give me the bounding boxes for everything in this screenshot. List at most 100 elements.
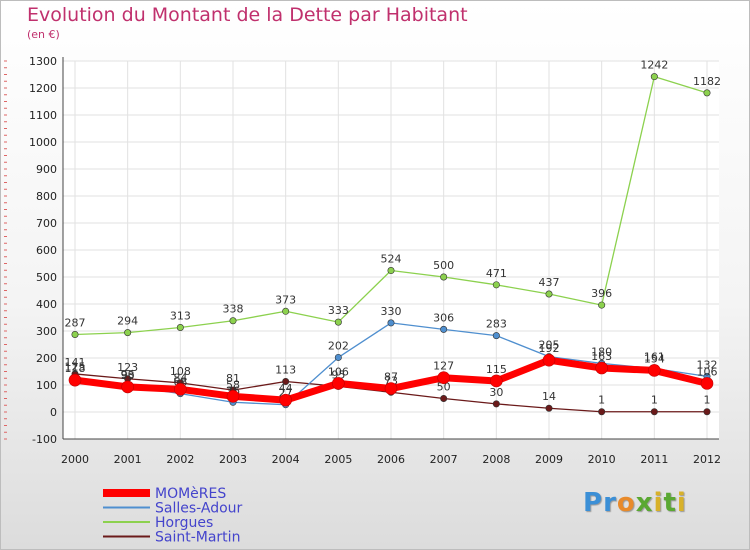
legend-label: Salles-Adour — [155, 501, 243, 517]
data-label: 96 — [121, 368, 135, 381]
y-tick-label: 1200 — [29, 82, 57, 95]
logo-letter: r — [603, 488, 617, 518]
logo-letter: i — [653, 488, 664, 518]
data-label: 154 — [644, 352, 665, 365]
y-tick-label: 400 — [36, 298, 57, 311]
y-tick-label: 700 — [36, 217, 57, 230]
x-tick-label: 2002 — [166, 453, 194, 466]
x-tick-label: 2009 — [535, 453, 563, 466]
data-label: 283 — [486, 318, 507, 331]
x-tick-label: 2008 — [482, 453, 510, 466]
data-point — [68, 373, 82, 387]
logo-letter: t — [663, 488, 677, 518]
data-point — [282, 377, 290, 385]
data-label: 330 — [381, 305, 402, 318]
data-label: 125 — [65, 360, 86, 373]
x-tick-label: 2007 — [430, 453, 458, 466]
data-label: 500 — [433, 259, 454, 272]
data-point — [703, 408, 711, 416]
data-label: 95 — [331, 368, 345, 381]
data-point — [492, 332, 500, 340]
logo-letter: x — [635, 488, 654, 518]
data-label: 132 — [697, 358, 718, 371]
data-label: 287 — [65, 317, 86, 330]
data-label: 58 — [226, 378, 240, 391]
y-tick-label: 200 — [36, 352, 57, 365]
data-label: 113 — [275, 363, 296, 376]
legend-label: Horgues — [155, 515, 213, 531]
data-point — [229, 317, 237, 325]
data-label: 313 — [170, 309, 191, 322]
data-label: 115 — [486, 363, 507, 376]
data-point — [440, 273, 448, 281]
data-point — [492, 400, 500, 408]
data-label: 205 — [539, 339, 560, 352]
data-point — [440, 325, 448, 333]
data-point — [650, 73, 658, 81]
data-label: 108 — [170, 365, 191, 378]
x-tick-label: 2004 — [272, 453, 300, 466]
data-point — [648, 364, 661, 377]
y-tick-label: 100 — [36, 379, 57, 392]
data-point — [595, 361, 608, 375]
data-label: 141 — [65, 356, 86, 369]
data-label: 30 — [489, 386, 503, 399]
data-label: 81 — [226, 372, 240, 385]
x-tick-label: 2012 — [693, 453, 721, 466]
chart-unit-label: (en €) — [27, 28, 60, 41]
data-point — [387, 267, 395, 275]
data-label: 338 — [223, 303, 244, 316]
data-point — [703, 89, 711, 97]
y-tick-label: 600 — [36, 244, 57, 257]
data-point — [490, 374, 503, 388]
data-label: 93 — [121, 369, 135, 382]
data-label: 306 — [433, 311, 454, 324]
data-label: 180 — [591, 345, 612, 358]
chart-title: Evolution du Montant de la Dette par Hab… — [27, 4, 468, 26]
data-label: 163 — [591, 350, 612, 363]
data-point — [545, 290, 553, 298]
data-point — [226, 390, 240, 403]
y-tick-label: 1000 — [29, 136, 57, 149]
data-point — [598, 408, 606, 416]
y-tick-label: 800 — [36, 190, 57, 203]
data-label: 1 — [704, 394, 711, 407]
data-point — [492, 281, 500, 289]
data-point — [334, 353, 342, 361]
data-point — [440, 394, 448, 402]
data-label: 50 — [437, 381, 451, 394]
data-label: 161 — [644, 351, 665, 364]
data-point — [279, 393, 292, 407]
data-label: 396 — [591, 287, 612, 300]
data-label: 123 — [117, 361, 138, 374]
data-point — [384, 382, 398, 395]
data-label: 294 — [117, 315, 138, 328]
y-tick-label: 1100 — [29, 109, 57, 122]
data-point — [71, 331, 79, 339]
data-point — [545, 404, 553, 412]
data-label: 373 — [275, 293, 296, 306]
logo-letter: o — [616, 488, 636, 518]
data-label: 127 — [433, 360, 454, 373]
data-label: 106 — [697, 365, 718, 378]
x-tick-label: 2005 — [324, 453, 352, 466]
data-label: 87 — [384, 371, 398, 384]
x-tick-label: 2006 — [377, 453, 405, 466]
data-label: 437 — [539, 276, 560, 289]
data-point — [542, 353, 556, 367]
y-tick-label: 1300 — [29, 55, 57, 68]
data-point — [437, 371, 450, 385]
legend-label: Saint-Martin — [155, 530, 240, 546]
legend-label: MOMèRES — [155, 486, 226, 502]
data-label: 44 — [279, 382, 293, 395]
data-point — [700, 377, 714, 390]
y-tick-label: 500 — [36, 271, 57, 284]
y-tick-label: 300 — [36, 325, 57, 338]
data-label: 118 — [65, 362, 86, 375]
data-label: 471 — [486, 267, 507, 280]
data-label: 1 — [651, 394, 658, 407]
data-point — [650, 408, 658, 416]
data-label: 524 — [381, 253, 402, 266]
y-tick-label: -100 — [32, 433, 57, 446]
